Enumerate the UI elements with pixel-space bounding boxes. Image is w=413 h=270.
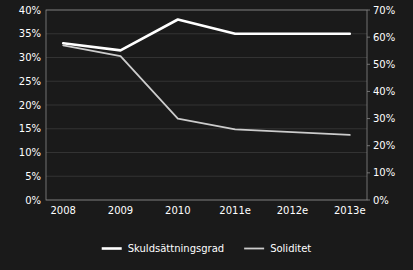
y-tick-label: 15%	[19, 123, 41, 134]
x-tick-label: 2009	[108, 205, 133, 216]
background	[0, 0, 413, 270]
legend-swatch	[102, 247, 122, 250]
y2-tick-label: 60%	[373, 32, 395, 43]
y2-tick	[367, 64, 370, 65]
x-tick-label: 2010	[165, 205, 190, 216]
y-tick-label: 25%	[19, 76, 41, 87]
legend-swatch	[244, 248, 264, 250]
grid-line	[46, 128, 367, 129]
plot-area	[63, 20, 350, 135]
y2-tick	[367, 118, 370, 119]
y-tick-label: 10%	[19, 147, 41, 158]
y2-tick-label: 10%	[373, 167, 395, 178]
y2-tick-label: 20%	[373, 140, 395, 151]
y-tick-label: 30%	[19, 52, 41, 63]
y-tick-label: 35%	[19, 28, 41, 39]
x-tick-label: 2011e	[219, 205, 251, 216]
x-tick-label: 2012e	[277, 205, 309, 216]
chart: 0% 5% 10% 15% 20% 25% 30% 35% 40% 0% 10% 20% 30% 40% 5…	[0, 0, 413, 270]
series-line	[63, 20, 350, 51]
grid-line	[46, 57, 367, 58]
series-line	[63, 45, 350, 135]
x-tick-label: 2008	[50, 205, 75, 216]
y2-tick	[367, 145, 370, 146]
plot-frame	[46, 10, 367, 200]
y2-tick-label: 30%	[373, 113, 395, 124]
legend-label: Skuldsättningsgrad	[128, 243, 224, 254]
y2-tick-label: 50%	[373, 59, 395, 70]
y2-tick-label: 40%	[373, 86, 395, 97]
legend: Skuldsättningsgrad Soliditet	[102, 243, 312, 254]
y2-tick-label: 70%	[373, 5, 395, 16]
grid-line	[46, 81, 367, 82]
y-tick-label: 0%	[25, 195, 41, 206]
x-tick-label: 2013e	[334, 205, 366, 216]
y2-tick-label: 0%	[373, 195, 389, 206]
legend-label: Soliditet	[270, 243, 311, 254]
grid-line	[46, 152, 367, 153]
grid-line	[46, 105, 367, 106]
y-tick-label: 20%	[19, 100, 41, 111]
y-tick-label: 40%	[19, 5, 41, 16]
y2-tick	[367, 37, 370, 38]
grid-line	[46, 176, 367, 177]
y2-tick	[367, 91, 370, 92]
y2-tick	[367, 172, 370, 173]
y2-tick	[367, 10, 370, 11]
y-tick-label: 5%	[25, 171, 41, 182]
y2-tick	[367, 200, 370, 201]
